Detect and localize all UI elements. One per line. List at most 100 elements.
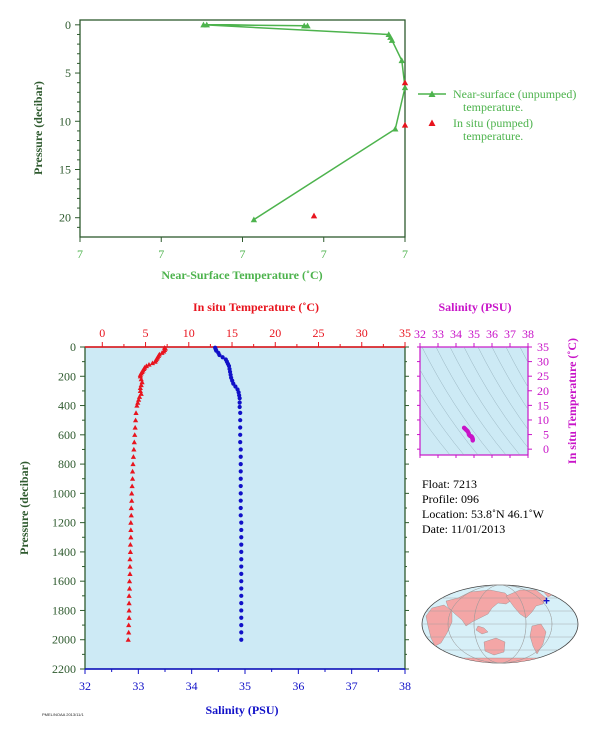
pr-ytick-label: 400 [58, 399, 76, 413]
temperature-point [128, 520, 134, 525]
pr-sal-tick-label: 37 [346, 679, 358, 693]
ts-contour-line [491, 347, 528, 410]
temperature-point [132, 417, 139, 423]
temperature-point [137, 385, 143, 391]
float-location: Location: 53.8˚N 46.1˚W [422, 507, 545, 521]
ts-points [461, 425, 475, 443]
salinity-profile [213, 345, 244, 642]
temperature-point [139, 379, 145, 385]
salinity-point [238, 498, 243, 503]
pr-temp-tick-label: 30 [356, 326, 368, 340]
profile-chart: 0200400600800100012001400160018002000220… [17, 300, 411, 717]
ts-contour-line [463, 347, 528, 448]
temperature-point [126, 585, 133, 591]
ns-xtick-label: 7 [321, 247, 327, 261]
ts-xtick-label: 35 [468, 327, 480, 341]
ts-xtick-label: 32 [414, 327, 426, 341]
salinity-point [231, 381, 236, 386]
temperature-point [135, 400, 141, 405]
pr-temp-tick-label: 20 [269, 326, 281, 340]
temperature-point [136, 394, 143, 399]
salinity-point [239, 637, 244, 642]
temperature-point [128, 505, 134, 511]
temperature-point [132, 424, 138, 430]
ns-xtick-label: 7 [158, 247, 164, 261]
temperature-point [159, 350, 165, 355]
salinity-point [233, 384, 238, 389]
profile-ticks: 0200400600800100012001400160018002000220… [52, 326, 411, 693]
near-surface-ticks: 0 5 10 15 20 7 7 7 7 7 [59, 18, 408, 261]
temperature-point [126, 578, 133, 584]
pr-sal-tick-label: 36 [292, 679, 304, 693]
salinity-point [239, 586, 244, 591]
legend-text-pumped-1: In situ (pumped) [453, 116, 533, 130]
legend-text-unpumped-2: temperature. [463, 100, 523, 114]
pr-ytick-label: 200 [58, 369, 76, 383]
temperature-point [126, 593, 132, 598]
salinity-point [217, 352, 222, 358]
pr-temp-tick-label: 25 [313, 326, 325, 340]
temperature-point [126, 622, 132, 628]
salinity-point [239, 593, 244, 598]
temperature-point [131, 439, 137, 445]
ts-xtick-label: 38 [522, 327, 534, 341]
near-surface-legend: Near-surface (unpumped) temperature. In … [418, 87, 576, 143]
temperature-point [137, 373, 143, 379]
temperature-point [129, 490, 135, 496]
salinity-point [239, 579, 244, 584]
ts-contour-line [449, 347, 521, 455]
salinity-point [238, 447, 243, 452]
salinity-point [238, 476, 243, 481]
salinity-point [237, 400, 242, 405]
salinity-point [239, 557, 244, 562]
ns-ytick-label: 5 [65, 66, 71, 80]
salinity-point [238, 483, 243, 489]
profile-plot-area [84, 346, 406, 670]
ns-unpumped-point [200, 21, 207, 28]
ns-xtick-label: 7 [77, 247, 83, 261]
float-position-marker [543, 597, 550, 604]
salinity-point [238, 440, 243, 445]
legend-text-pumped-2: temperature. [463, 129, 523, 143]
salinity-point [239, 608, 244, 613]
temperature-point [130, 454, 137, 459]
pr-ytick-label: 1000 [52, 486, 76, 500]
near-surface-series [200, 21, 409, 223]
salinity-point [238, 513, 243, 518]
ns-pumped-point [401, 79, 409, 86]
temperature-point [127, 556, 133, 562]
temperature-point [128, 534, 134, 540]
temperature-point [128, 512, 134, 518]
pr-sal-tick-label: 35 [239, 679, 251, 693]
profile-date: Date: 11/01/2013 [422, 522, 505, 536]
pr-ytick-label: 1400 [52, 545, 76, 559]
salinity-point [239, 549, 244, 555]
salinity-point [239, 571, 244, 576]
pr-ytick-label: 1600 [52, 574, 76, 588]
pr-ytick-label: 2200 [52, 662, 76, 676]
near-surface-xlabel: Near-Surface Temperature (˚C) [161, 268, 322, 282]
profile-number: Profile: 096 [422, 492, 479, 506]
ts-ytick-label: 35 [537, 340, 549, 354]
temperature-point [128, 527, 134, 533]
ts-xtick-label: 34 [450, 327, 462, 341]
ts-contour-line [421, 347, 493, 455]
ns-ytick-label: 20 [59, 211, 71, 225]
temperature-profile [125, 345, 169, 642]
ts-contour-line [420, 414, 451, 455]
ns-ytick-label: 15 [59, 162, 71, 176]
ts-ytick-label: 5 [543, 428, 549, 442]
pr-ytick-label: 600 [58, 428, 76, 442]
ns-unpumped-point [392, 125, 399, 132]
ns-unpumped-point [250, 216, 258, 223]
temperature-point [138, 382, 144, 388]
pr-ytick-label: 0 [70, 340, 76, 354]
float-id: Float: 7213 [422, 477, 477, 491]
salinity-point [239, 615, 244, 620]
ts-xtick-label: 37 [504, 327, 516, 341]
map-graticule [422, 584, 578, 664]
salinity-point [239, 564, 244, 569]
legend-text-unpumped-1: Near-surface (unpumped) [453, 87, 576, 101]
temperature-point [126, 629, 132, 635]
footer-text: PMEL/NOAA 2013/11/1 [42, 712, 85, 717]
